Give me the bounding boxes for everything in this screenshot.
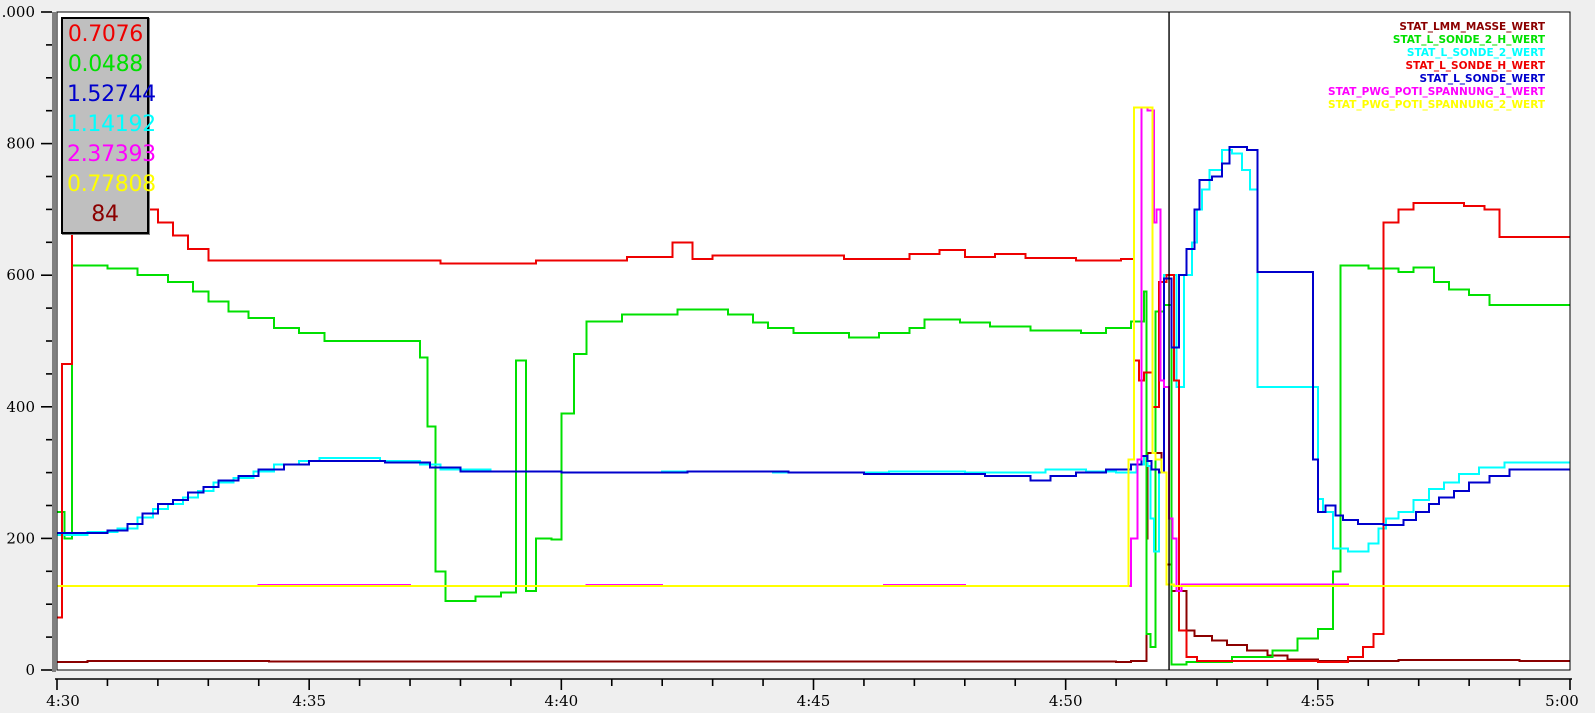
value-sonde-h: 0.7076 [67,22,143,47]
cursor-value-box: 0.7076 0.0488 1.52744 1.14192 2.37393 0.77808… [61,17,156,234]
legend-item[interactable]: STAT_L_SONDE_WERT [1419,73,1545,85]
plot-frame [56,11,1571,671]
value-poti-2: 0.77808 [67,172,156,197]
value-sonde-2: 1.14192 [67,112,156,137]
y-tick-label: 200 [6,529,35,547]
x-tick-label: 4:45 [797,692,831,710]
legend: STAT_LMM_MASSE_WERTSTAT_L_SONDE_2_H_WERT… [1328,21,1546,111]
value-poti-1: 2.37393 [67,142,156,167]
legend-item[interactable]: STAT_L_SONDE_2_H_WERT [1393,34,1546,46]
y-tick-label: 1.000 [0,3,35,21]
x-tick-label: 4:40 [544,692,578,710]
x-tick-label: 4:55 [1301,692,1335,710]
x-tick-label: 4:50 [1049,692,1083,710]
x-axis [55,678,1572,690]
series-line [57,195,1570,664]
series-group [57,106,1570,666]
series-line [57,106,1570,587]
legend-item[interactable]: STAT_PWG_POTI_SPANNUNG_2_WERT [1328,99,1546,111]
y-tick-label: 0 [25,661,35,679]
series-line [57,145,1570,535]
series-line [57,451,1570,664]
y-tick-label: 600 [6,266,35,284]
y-axis [41,11,56,672]
y-tick-label: 400 [6,398,35,416]
legend-item[interactable]: STAT_L_SONDE_H_WERT [1405,60,1545,72]
y-tick-label: 800 [6,135,35,153]
x-tick-label: 5:00 [1545,692,1579,710]
series-line [57,264,1570,666]
value-sonde: 1.52744 [67,82,156,107]
legend-item[interactable]: STAT_L_SONDE_2_WERT [1407,47,1546,59]
x-tick-label: 4:35 [292,692,326,710]
legend-item[interactable]: STAT_PWG_POTI_SPANNUNG_1_WERT [1328,86,1546,98]
legend-item[interactable]: STAT_LMM_MASSE_WERT [1399,21,1545,33]
plot-background [57,12,1570,670]
x-tick-label: 4:30 [46,692,80,710]
value-lmm-masse: 84 [91,202,119,227]
value-sonde-2-h: 0.0488 [67,52,143,77]
